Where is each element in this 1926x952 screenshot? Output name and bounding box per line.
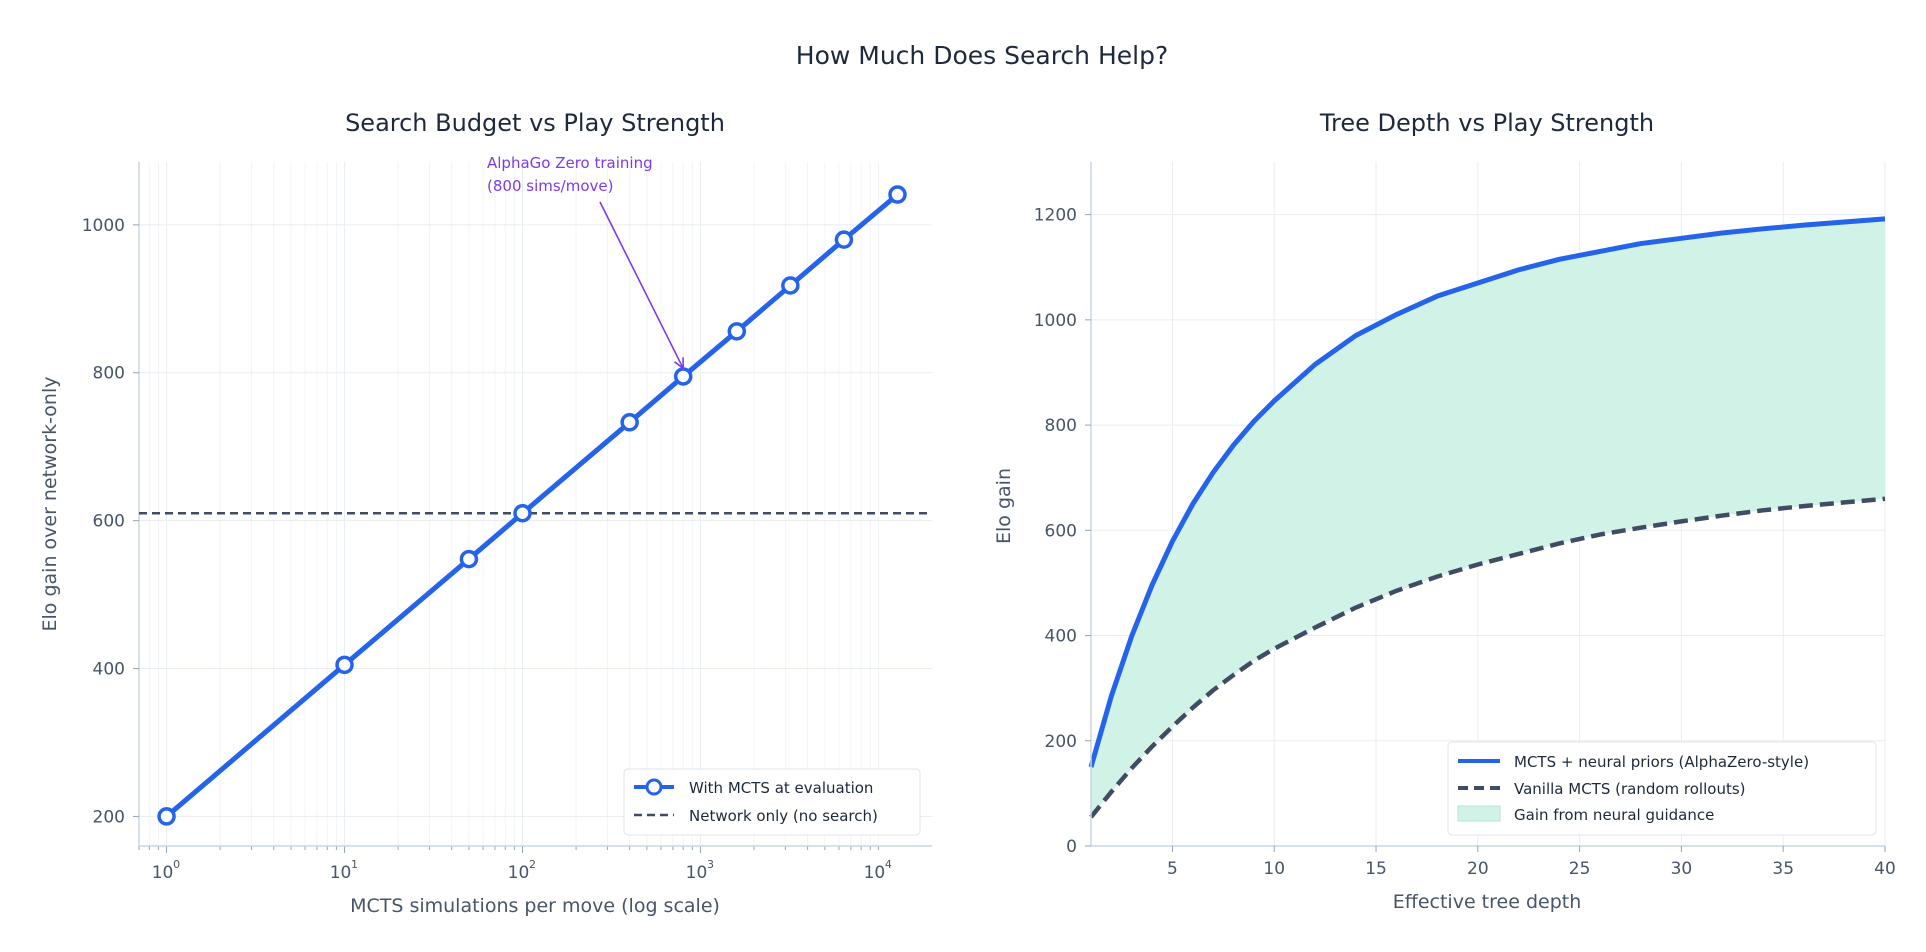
left-x-tick-exponent: 4 xyxy=(885,858,892,871)
mcts-point xyxy=(834,230,854,249)
right-y-tick-label: 800 xyxy=(1045,416,1077,436)
left-y-ticks: 200 400 600 800 1000 xyxy=(82,216,139,827)
legend-neural-label: MCTS + neural priors (AlphaZero-style) xyxy=(1514,753,1809,771)
left-y-tick-label: 200 xyxy=(93,807,125,827)
right-legend: MCTS + neural priors (AlphaZero-style) V… xyxy=(1447,741,1877,836)
left-chart-title: Search Budget vs Play Strength xyxy=(345,109,725,137)
left-x-tick-base: 10 xyxy=(508,863,530,883)
left-x-tick-base: 10 xyxy=(152,863,174,883)
left-x-tick-exponent: 2 xyxy=(529,858,536,871)
left-legend-box xyxy=(623,768,921,836)
legend-vanilla-label: Vanilla MCTS (random rollouts) xyxy=(1514,780,1746,798)
right-y-tick-label: 1200 xyxy=(1034,206,1077,226)
legend-network-label: Network only (no search) xyxy=(689,807,878,825)
right-x-ticks: 5 10 15 20 25 30 35 40 xyxy=(1167,846,1896,879)
left-chart: Search Budget vs Play Strength 200 400 600… xyxy=(39,109,932,917)
mcts-point xyxy=(459,549,479,569)
right-y-ticks: 0 200 400 600 800 1000 1200 xyxy=(1034,206,1091,857)
mcts-point xyxy=(727,322,747,341)
right-x-tick-label: 25 xyxy=(1569,859,1591,879)
right-x-tick-label: 10 xyxy=(1263,859,1285,879)
left-y-tick-label: 800 xyxy=(93,364,125,384)
right-y-tick-label: 400 xyxy=(1045,627,1077,647)
left-x-tick-label: 10 4 xyxy=(864,858,892,883)
annotation-arrow xyxy=(599,201,684,369)
left-x-tick-label: 10 1 xyxy=(330,858,358,883)
left-plot-area xyxy=(139,185,932,826)
right-y-tick-label: 200 xyxy=(1045,732,1077,752)
left-y-tick-label: 600 xyxy=(93,512,125,532)
left-x-tick-exponent: 3 xyxy=(707,858,714,871)
annotation: AlphaGo Zero training (800 sims/move) xyxy=(487,154,685,371)
left-x-tick-exponent: 0 xyxy=(173,858,180,871)
mcts-line xyxy=(164,192,900,819)
mcts-point xyxy=(781,276,800,295)
mcts-point xyxy=(513,503,532,523)
left-legend: With MCTS at evaluation Network only (no… xyxy=(623,768,921,836)
right-x-tick-label: 35 xyxy=(1772,859,1794,879)
right-x-axis-label: Effective tree depth xyxy=(1393,891,1582,913)
legend-gain-label: Gain from neural guidance xyxy=(1514,806,1714,824)
right-chart: Tree Depth vs Play Strength 0 200 400 600 80… xyxy=(993,109,1896,913)
left-x-tick-label: 10 0 xyxy=(152,858,180,883)
legend-mcts-marker xyxy=(645,778,663,796)
left-y-tick-label: 1000 xyxy=(82,216,125,236)
mcts-point xyxy=(157,807,176,826)
left-x-tick-base: 10 xyxy=(864,863,886,883)
annotation-line-1: AlphaGo Zero training xyxy=(487,154,653,172)
right-x-tick-label: 5 xyxy=(1167,859,1178,879)
left-x-tick-exponent: 1 xyxy=(351,858,358,871)
left-x-tick-base: 10 xyxy=(330,863,352,883)
right-x-tick-label: 30 xyxy=(1671,859,1693,879)
right-y-axis-label: Elo gain xyxy=(993,468,1015,544)
mcts-point xyxy=(620,413,639,432)
right-y-tick-label: 0 xyxy=(1066,837,1077,857)
left-x-tick-label: 10 2 xyxy=(508,858,536,883)
right-x-tick-label: 15 xyxy=(1365,859,1387,879)
left-x-ticks: 10 0 10 1 10 2 10 3 10 4 xyxy=(152,858,892,883)
right-y-tick-label: 1000 xyxy=(1034,311,1077,331)
legend-gain-swatch xyxy=(1457,805,1501,822)
left-x-tick-base: 10 xyxy=(686,863,708,883)
left-grid xyxy=(138,162,932,853)
right-x-tick-label: 20 xyxy=(1467,859,1489,879)
annotation-arrowhead xyxy=(674,357,685,371)
right-x-tick-label: 40 xyxy=(1874,859,1896,879)
vanilla-mcts-line xyxy=(1089,496,1886,819)
right-legend-box xyxy=(1447,741,1877,836)
right-plot-area xyxy=(1088,216,1886,819)
mcts-point xyxy=(673,367,693,386)
annotation-line-2: (800 sims/move) xyxy=(487,177,613,195)
right-y-tick-label: 600 xyxy=(1045,521,1077,541)
right-chart-title: Tree Depth vs Play Strength xyxy=(1319,109,1654,137)
left-x-axis-label: MCTS simulations per move (log scale) xyxy=(350,895,720,917)
left-y-tick-label: 400 xyxy=(93,660,125,680)
figure-title: How Much Does Search Help? xyxy=(796,41,1168,70)
neural-priors-line xyxy=(1088,216,1886,768)
left-y-axis-label: Elo gain over network-only xyxy=(39,377,61,632)
left-x-tick-label: 10 3 xyxy=(686,858,714,883)
mcts-point xyxy=(335,655,354,675)
gain-area xyxy=(1091,218,1885,818)
mcts-point xyxy=(888,185,907,204)
legend-mcts-label: With MCTS at evaluation xyxy=(689,779,873,797)
